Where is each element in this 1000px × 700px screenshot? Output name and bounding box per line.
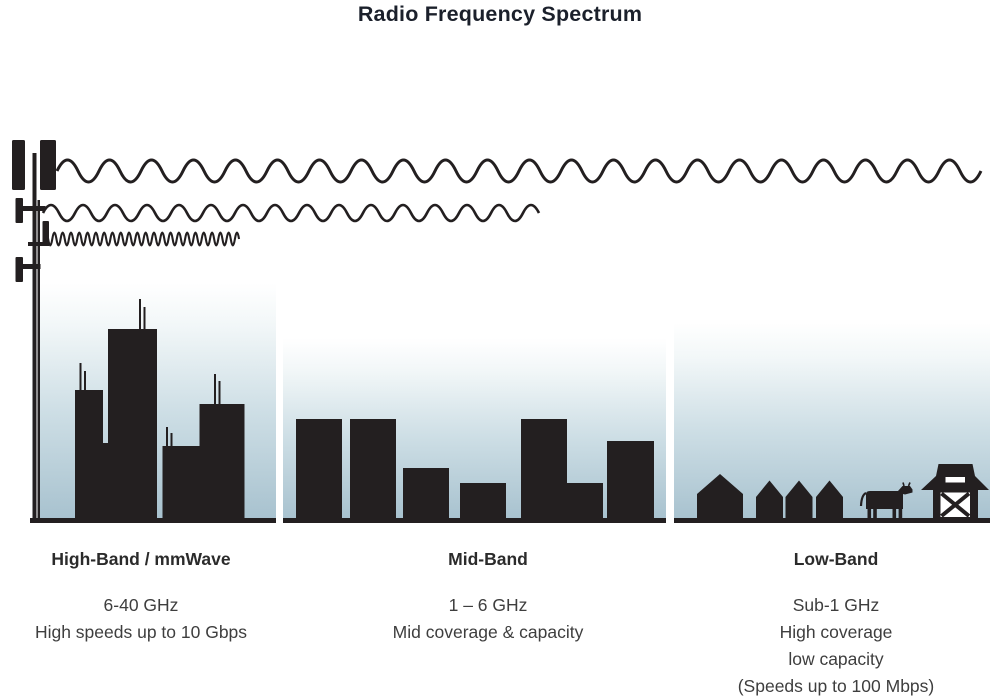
mid-band-description: Mid coverage & capacity	[392, 622, 584, 642]
caption-mid-band: Mid-Band 1 – 6 GHz Mid coverage & capaci…	[348, 549, 628, 646]
skyscraper-icons	[75, 299, 245, 519]
barn-icon	[921, 464, 989, 519]
mid-band-frequency: 1 – 6 GHz	[448, 595, 528, 615]
cow-icon	[859, 482, 913, 519]
low-band-frequency: Sub-1 GHz	[792, 595, 880, 615]
barn-loft-window	[945, 477, 965, 483]
barn-door	[940, 491, 971, 518]
mid-band-label: Mid-Band	[448, 549, 528, 569]
ground-line	[30, 518, 990, 523]
rooftop-antenna-icons	[79, 299, 221, 447]
mid-rise-building-icons	[296, 419, 654, 519]
high-band-description: High speeds up to 10 Gbps	[34, 622, 248, 642]
page-title: Radio Frequency Spectrum	[357, 2, 643, 26]
high-band-frequency: 6-40 GHz	[103, 595, 179, 615]
radio-waves	[41, 158, 983, 247]
low-band-speed: (Speeds up to 100 Mbps)	[737, 676, 935, 696]
short-wavelength-wave-icon	[42, 231, 241, 247]
low-band-capacity: low capacity	[788, 649, 884, 669]
high-band-label: High-Band / mmWave	[51, 549, 231, 569]
long-wavelength-wave-icon	[55, 158, 983, 184]
medium-wavelength-wave-icon	[41, 203, 541, 223]
low-band-label: Low-Band	[793, 549, 879, 569]
caption-low-band: Low-Band Sub-1 GHz High coverage low cap…	[696, 549, 976, 700]
caption-high-band: High-Band / mmWave 6-40 GHz High speeds …	[1, 549, 281, 646]
cell-tower-icon	[12, 140, 56, 519]
house-icons	[697, 474, 843, 519]
low-band-coverage: High coverage	[779, 622, 893, 642]
